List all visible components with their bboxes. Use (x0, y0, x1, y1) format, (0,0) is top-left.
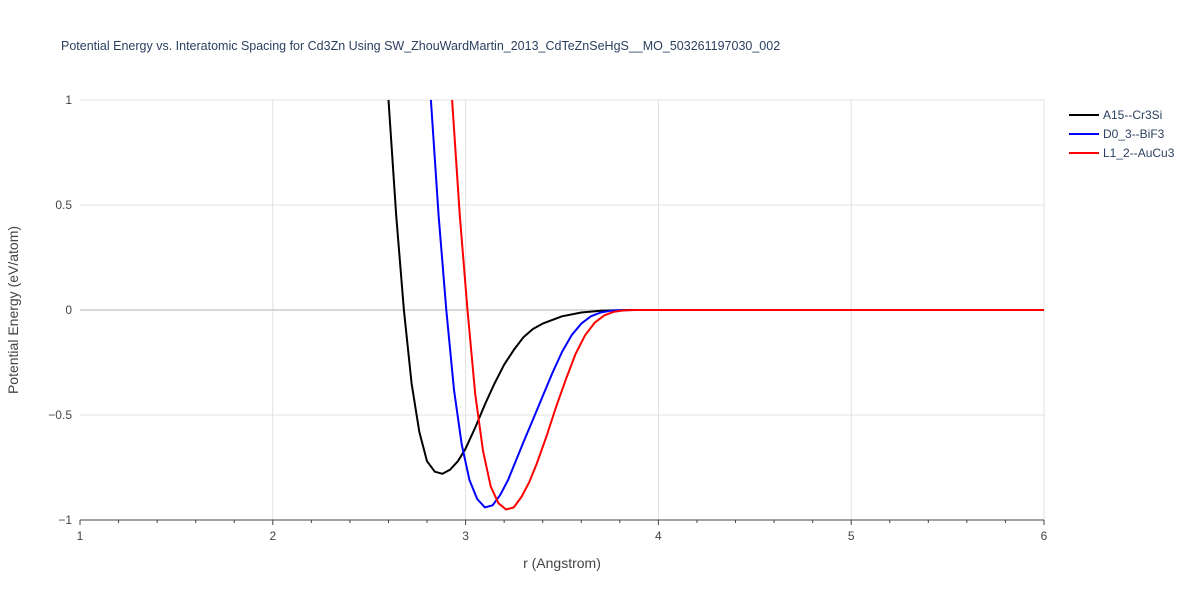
x-tick-label: 2 (269, 529, 276, 543)
x-tick-label: 1 (77, 529, 84, 543)
y-tick-label: 0 (65, 303, 72, 317)
legend-entry: D0_3--BiF3 (1103, 127, 1165, 141)
legend-entry: L1_2--AuCu3 (1103, 146, 1175, 160)
plot-area (387, 99, 1044, 511)
tick-labels: 1 2 3 4 5 6 1 0.5 0 −0.5 −1 (48, 93, 1047, 543)
y-tick-label: −0.5 (48, 408, 72, 422)
legend: A15--Cr3Si D0_3--BiF3 L1_2--AuCu3 (1069, 108, 1175, 160)
x-tick-label: 6 (1041, 529, 1048, 543)
x-tick-label: 5 (848, 529, 855, 543)
y-tick-label: −1 (58, 513, 72, 527)
series-line-1 (429, 99, 1044, 509)
legend-entry: A15--Cr3Si (1103, 108, 1162, 122)
series-line-0 (387, 99, 1044, 475)
x-axis-label: r (Angstrom) (523, 555, 601, 571)
y-axis-label: Potential Energy (eV/atom) (5, 226, 21, 394)
x-tick-label: 4 (655, 529, 662, 543)
x-tick-label: 3 (462, 529, 469, 543)
series-line-2 (451, 99, 1044, 511)
y-tick-label: 1 (65, 93, 72, 107)
chart-title: Potential Energy vs. Interatomic Spacing… (61, 39, 780, 53)
y-tick-label: 0.5 (55, 198, 72, 212)
